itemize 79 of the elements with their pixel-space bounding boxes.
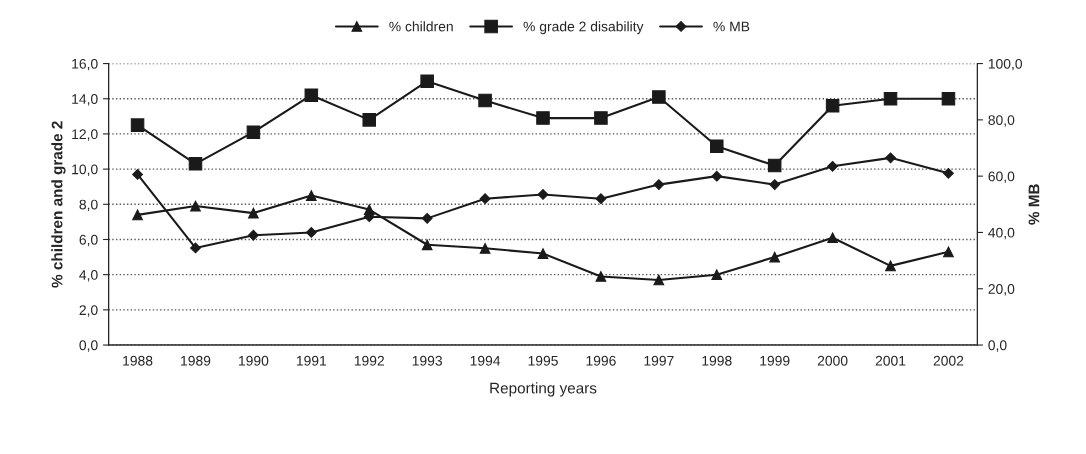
point bbox=[479, 242, 491, 254]
y-tick-label: 0,0 bbox=[79, 340, 98, 352]
point bbox=[769, 251, 781, 263]
x-tick-label: 1993 bbox=[412, 355, 442, 366]
point bbox=[885, 152, 896, 164]
x-tick-label: 1998 bbox=[702, 355, 732, 366]
point bbox=[188, 157, 203, 171]
y-tick-label: 12,0 bbox=[72, 129, 98, 141]
x-tick-label: 1994 bbox=[470, 355, 501, 366]
point bbox=[537, 248, 549, 259]
y2-tick-label: 80,0 bbox=[988, 115, 1015, 127]
x-tick-label: 1995 bbox=[528, 355, 558, 366]
point bbox=[478, 93, 492, 108]
point bbox=[827, 160, 839, 172]
point bbox=[421, 239, 433, 251]
point bbox=[711, 269, 723, 281]
point bbox=[305, 190, 317, 201]
y2-tick-label: 100,0 bbox=[988, 58, 1023, 71]
point bbox=[653, 179, 665, 191]
point bbox=[132, 209, 143, 221]
point bbox=[305, 227, 317, 238]
point bbox=[248, 207, 259, 219]
point bbox=[825, 99, 840, 113]
y-tick-label: 16,0 bbox=[72, 58, 98, 71]
point bbox=[304, 88, 319, 102]
point bbox=[130, 118, 145, 132]
y-tick-label: 10,0 bbox=[72, 164, 98, 176]
point bbox=[420, 74, 434, 88]
y2-axis-title: % MB bbox=[1028, 184, 1040, 225]
y-tick-label: 4,0 bbox=[79, 270, 98, 282]
point bbox=[943, 246, 954, 258]
y-tick-label: 6,0 bbox=[79, 234, 98, 247]
point bbox=[595, 271, 607, 282]
y2-tick-label: 40,0 bbox=[988, 227, 1015, 240]
x-tick-label: 1989 bbox=[181, 355, 211, 366]
point bbox=[247, 229, 259, 241]
point bbox=[711, 170, 723, 182]
point bbox=[421, 212, 433, 224]
point bbox=[132, 169, 143, 180]
x-tick-label: 2001 bbox=[875, 355, 906, 366]
y-tick-label: 2,0 bbox=[79, 305, 98, 317]
point bbox=[246, 125, 261, 139]
point bbox=[537, 189, 549, 200]
y2-tick-label: 0,0 bbox=[988, 340, 1007, 352]
x-tick-label: 1991 bbox=[296, 355, 327, 366]
x-tick-label: 2000 bbox=[817, 355, 848, 366]
point bbox=[653, 274, 665, 286]
point bbox=[652, 90, 666, 104]
y2-tick-label: 20,0 bbox=[988, 284, 1015, 296]
point bbox=[536, 111, 550, 125]
x-tick-label: 2002 bbox=[933, 355, 964, 366]
point bbox=[943, 167, 954, 179]
x-tick-label: 1990 bbox=[239, 355, 269, 366]
point bbox=[769, 179, 781, 191]
x-axis-title: Reporting years bbox=[490, 382, 597, 397]
point bbox=[709, 139, 724, 154]
x-tick-label: 1996 bbox=[586, 355, 616, 366]
point bbox=[941, 91, 956, 106]
legend-label: % children bbox=[389, 21, 453, 32]
x-tick-label: 1997 bbox=[644, 355, 674, 366]
point bbox=[190, 200, 201, 212]
x-tick-label: 1992 bbox=[354, 355, 384, 366]
y-tick-label: 14,0 bbox=[72, 94, 98, 106]
y2-tick-label: 60,0 bbox=[988, 171, 1015, 183]
point bbox=[190, 242, 201, 254]
y-axis-title: % children and grade 2 bbox=[51, 121, 66, 288]
point bbox=[595, 193, 607, 205]
point bbox=[767, 158, 782, 173]
point bbox=[362, 113, 377, 127]
point bbox=[479, 193, 491, 205]
x-tick-label: 1999 bbox=[760, 355, 790, 366]
y-tick-label: 8,0 bbox=[79, 199, 98, 212]
point bbox=[827, 232, 838, 244]
point bbox=[885, 260, 896, 272]
x-tick-label: 1988 bbox=[123, 355, 153, 366]
point bbox=[883, 91, 898, 106]
legend-label: % MB bbox=[713, 21, 750, 32]
point bbox=[594, 111, 608, 125]
legend-label: % grade 2 disability bbox=[523, 21, 644, 35]
